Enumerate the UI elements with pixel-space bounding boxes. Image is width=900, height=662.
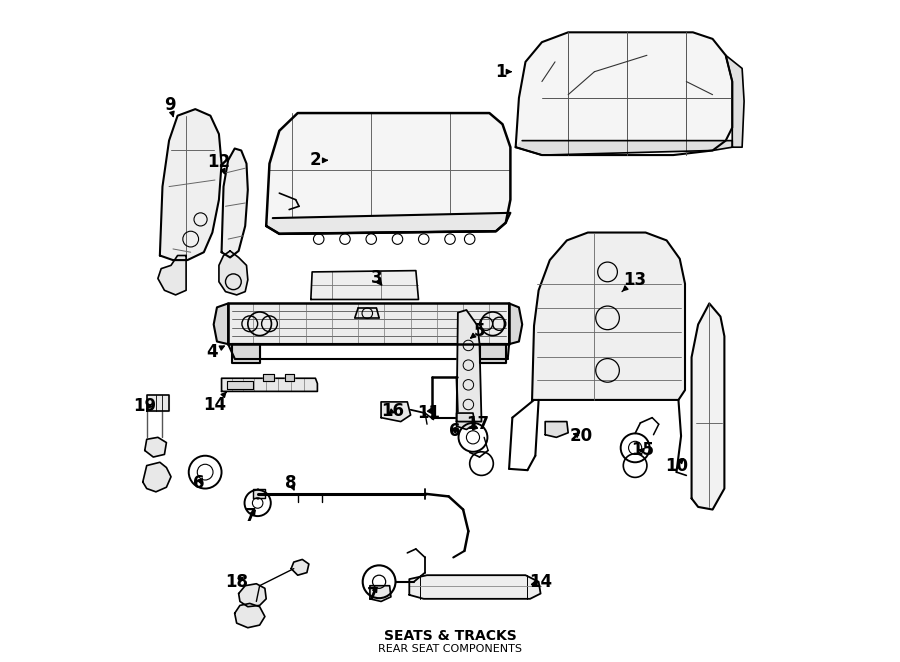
Polygon shape (160, 109, 221, 260)
Polygon shape (691, 303, 725, 510)
Polygon shape (291, 559, 309, 575)
Text: 7: 7 (246, 507, 256, 525)
Polygon shape (221, 378, 318, 391)
Text: SEATS & TRACKS: SEATS & TRACKS (383, 630, 517, 643)
Polygon shape (532, 232, 685, 400)
Polygon shape (516, 32, 733, 155)
Polygon shape (147, 395, 169, 411)
Polygon shape (238, 584, 266, 606)
Polygon shape (516, 140, 733, 155)
Polygon shape (219, 251, 248, 295)
Text: 7: 7 (366, 586, 378, 604)
Text: 5: 5 (471, 322, 485, 340)
Polygon shape (310, 271, 419, 299)
Text: 19: 19 (133, 397, 157, 416)
Text: 17: 17 (467, 415, 490, 433)
Text: 13: 13 (622, 271, 647, 291)
Polygon shape (545, 422, 568, 438)
Text: 4: 4 (207, 343, 224, 361)
Text: 15: 15 (631, 442, 653, 459)
Polygon shape (480, 344, 506, 363)
Polygon shape (227, 381, 253, 389)
Polygon shape (725, 56, 744, 147)
Text: 20: 20 (570, 427, 593, 445)
Polygon shape (158, 256, 186, 295)
Text: 3: 3 (371, 269, 382, 287)
Polygon shape (228, 303, 509, 344)
Polygon shape (456, 413, 475, 430)
Text: 18: 18 (225, 573, 248, 591)
Polygon shape (266, 113, 510, 234)
Text: 2: 2 (310, 152, 328, 169)
Polygon shape (266, 213, 510, 234)
Polygon shape (509, 303, 522, 344)
Text: 10: 10 (665, 457, 688, 475)
Polygon shape (143, 462, 171, 492)
Polygon shape (221, 148, 248, 258)
Polygon shape (263, 373, 274, 381)
Text: 8: 8 (285, 474, 297, 493)
Text: 12: 12 (207, 153, 230, 173)
Polygon shape (370, 586, 391, 602)
Text: 1: 1 (496, 63, 511, 81)
Polygon shape (381, 402, 410, 422)
Polygon shape (145, 438, 166, 457)
Text: 6: 6 (193, 474, 204, 493)
Text: 16: 16 (381, 402, 404, 420)
Text: 14: 14 (529, 573, 553, 591)
Polygon shape (235, 604, 265, 628)
Polygon shape (284, 373, 293, 381)
Polygon shape (410, 575, 541, 599)
Polygon shape (456, 310, 482, 422)
Text: 14: 14 (203, 393, 227, 414)
Text: 9: 9 (164, 95, 176, 117)
Text: 6: 6 (449, 422, 460, 440)
Text: REAR SEAT COMPONENTS: REAR SEAT COMPONENTS (378, 644, 522, 654)
Polygon shape (213, 303, 228, 344)
Polygon shape (253, 489, 265, 498)
Polygon shape (232, 344, 259, 363)
Text: 11: 11 (418, 404, 440, 422)
